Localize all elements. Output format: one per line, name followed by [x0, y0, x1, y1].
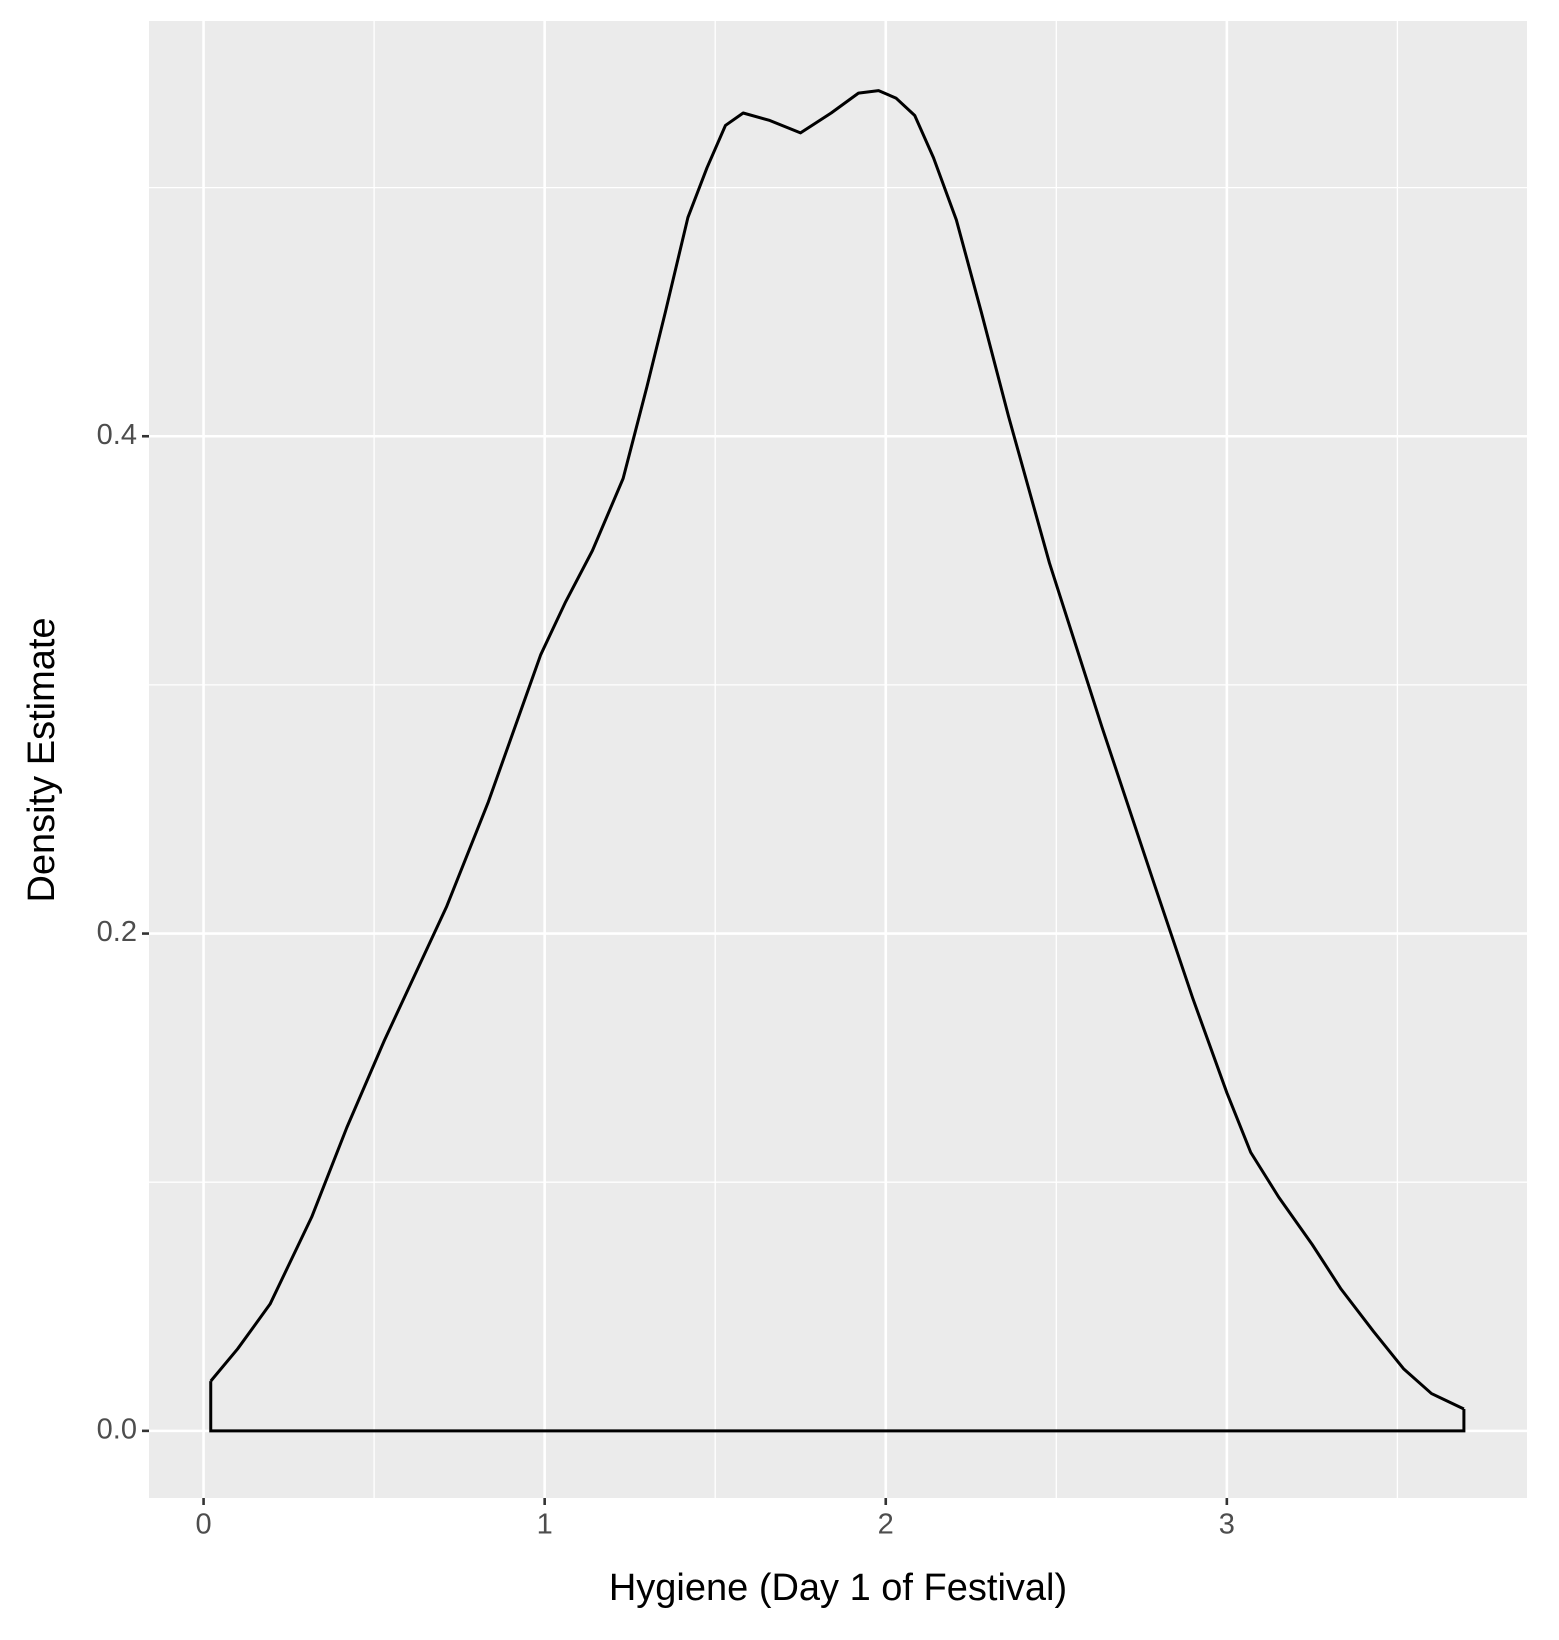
x-tick-label: 2	[878, 1509, 894, 1541]
y-axis-title: Density Estimate	[21, 617, 63, 902]
x-tick-label: 1	[537, 1509, 553, 1541]
x-tick-label: 3	[1219, 1509, 1235, 1541]
plot-panel	[149, 21, 1527, 1498]
y-tick-label: 0.0	[97, 1414, 137, 1446]
y-tick-label: 0.4	[97, 419, 137, 451]
y-tick-label: 0.2	[97, 916, 137, 948]
density-outline	[209, 1381, 1466, 1433]
x-tick-label: 0	[196, 1509, 212, 1541]
x-axis-title: Hygiene (Day 1 of Festival)	[609, 1567, 1067, 1609]
density-curve	[209, 89, 1465, 1411]
